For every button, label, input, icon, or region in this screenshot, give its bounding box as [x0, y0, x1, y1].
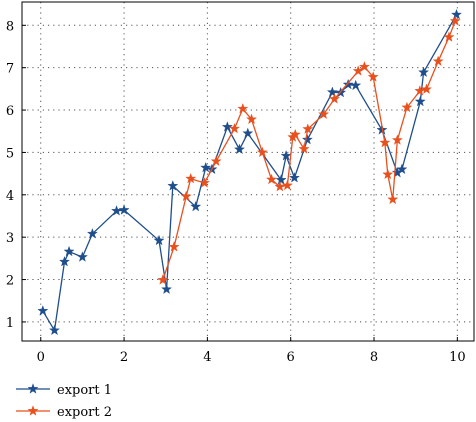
series-1-point [161, 283, 173, 294]
series-2-point [318, 108, 330, 119]
series-2-line [162, 20, 456, 281]
series-1-point [76, 251, 88, 262]
series-2-point [210, 155, 222, 167]
series-2-point [157, 274, 169, 285]
series-1-point [414, 95, 426, 107]
y-tick-label: 8 [6, 19, 14, 34]
y-tick-label: 3 [6, 231, 14, 246]
x-tick-label: 2 [120, 350, 128, 365]
series-2-point [432, 55, 444, 67]
series-1-point [37, 305, 49, 316]
series-layer [37, 8, 463, 336]
grid [22, 2, 474, 341]
series-1-point [58, 255, 71, 267]
series-1-point [342, 78, 354, 90]
y-axis: 1 2 3 4 5 6 7 8 [6, 19, 26, 331]
series-1-point [418, 66, 430, 78]
x-tick-label: 6 [287, 350, 295, 365]
legend-star-icon [27, 383, 39, 394]
y-tick-label: 6 [6, 104, 14, 119]
series-2-point [274, 180, 286, 192]
series-2-point [302, 123, 314, 134]
y-tick-label: 7 [6, 62, 14, 77]
series-1-point [288, 172, 300, 183]
legend-item-2: export 2 [16, 405, 112, 420]
x-tick-label: 10 [449, 350, 466, 365]
series-2-point [198, 177, 210, 188]
series-1-point [350, 79, 362, 91]
y-tick-label: 5 [6, 146, 14, 161]
series-2-point [449, 15, 461, 26]
y-tick-label: 1 [6, 316, 14, 331]
series-2-point [443, 31, 455, 42]
series-2-point [185, 172, 197, 184]
series-2-point [367, 71, 379, 82]
series-2-point [391, 134, 403, 145]
plot-frame [21, 1, 475, 342]
series-1-point [200, 161, 212, 173]
series-1 [37, 8, 463, 336]
series-2-point [237, 102, 249, 114]
series-1-point [86, 227, 98, 239]
series-1-point [326, 86, 338, 97]
series-2-point [266, 173, 278, 185]
series-2-point [289, 128, 301, 140]
series-1-point [275, 174, 287, 185]
x-tick-label: 4 [203, 350, 211, 365]
x-tick-label: 0 [37, 350, 45, 365]
series-1-point [118, 204, 130, 215]
legend-label: export 2 [57, 405, 112, 420]
series-1-point [190, 200, 202, 212]
series-1-point [63, 245, 75, 257]
y-tick-label: 4 [6, 189, 14, 204]
series-2-point [298, 143, 310, 154]
series-2-point [401, 101, 413, 113]
series-1-point [301, 133, 313, 145]
series-1-point [153, 234, 165, 246]
legend-star-icon [27, 405, 39, 416]
series-1-point [233, 143, 245, 155]
series-2-point [180, 190, 192, 202]
legend: export 1 export 2 [16, 383, 112, 420]
series-2-point [382, 168, 394, 180]
series-1-point [396, 163, 408, 175]
series-2 [157, 15, 461, 285]
series-2-point [387, 193, 399, 205]
series-2-point [281, 179, 293, 191]
legend-item-1: export 1 [16, 383, 112, 398]
x-tick-label: 8 [370, 350, 378, 365]
series-2-point [168, 241, 180, 252]
series-2-point [358, 61, 370, 72]
x-axis: 0 2 4 6 8 10 [37, 337, 466, 365]
legend-label: export 1 [57, 383, 112, 398]
series-2-point [256, 146, 268, 158]
y-tick-label: 2 [6, 274, 14, 289]
series-2-point [246, 113, 258, 125]
series-2-point [420, 83, 433, 94]
series-2-point [328, 93, 340, 104]
series-2-point [379, 136, 391, 148]
series-2-point [228, 122, 240, 134]
series-1-point [450, 8, 463, 20]
series-1-point [221, 121, 233, 132]
series-1-point [280, 150, 292, 161]
series-1-point [167, 180, 179, 191]
series-1-point [242, 127, 254, 139]
series-1-point [48, 324, 61, 336]
